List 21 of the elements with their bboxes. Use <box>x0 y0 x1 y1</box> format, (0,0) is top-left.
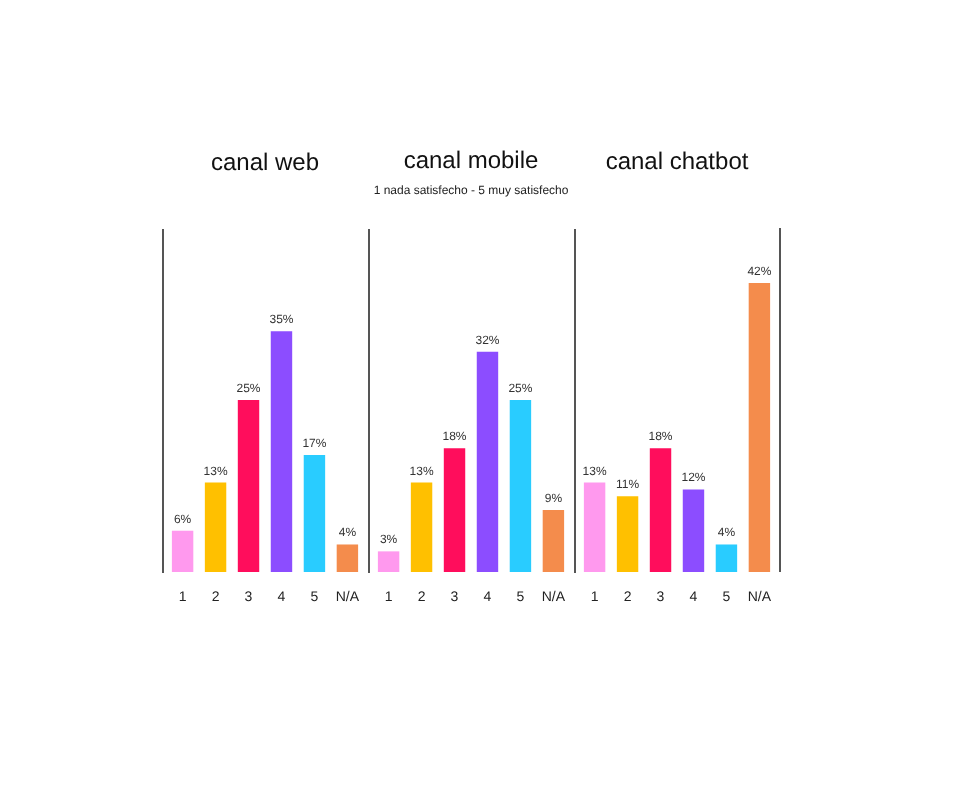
bar <box>616 496 639 572</box>
bar <box>171 530 194 572</box>
chart-title: canal web <box>210 148 320 176</box>
bar <box>748 283 771 572</box>
bar <box>336 544 359 572</box>
bar <box>270 331 293 572</box>
bar <box>509 400 532 572</box>
bar <box>303 455 326 572</box>
bar <box>237 400 260 572</box>
bar <box>715 544 738 572</box>
chart-title: canal chatbot <box>605 147 750 175</box>
bar <box>583 482 606 572</box>
bar <box>476 351 499 572</box>
bar <box>649 448 672 572</box>
bar <box>542 510 565 572</box>
chart-title: canal mobile <box>403 146 540 174</box>
bar <box>410 482 433 572</box>
bar <box>204 482 227 572</box>
bar <box>443 448 466 572</box>
bar <box>377 551 400 572</box>
bar <box>682 489 705 572</box>
